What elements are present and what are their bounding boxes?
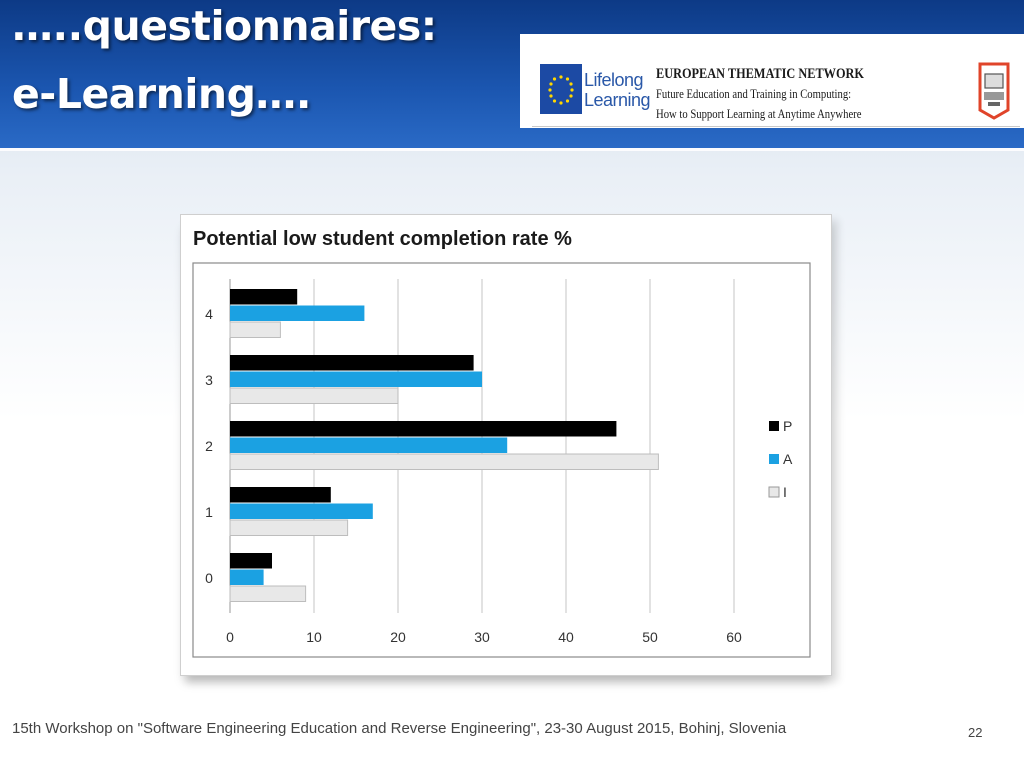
legend-label-P: P [783, 418, 792, 434]
network-tagline: How to Support Learning at Anytime Anywh… [656, 106, 862, 121]
bar-chart: Potential low student completion rate % … [192, 228, 811, 658]
x-tick-label: 20 [390, 629, 406, 645]
bar-I-1 [229, 519, 349, 536]
bar-I-3 [229, 387, 399, 404]
bar-P-3 [230, 355, 474, 371]
x-tick-label: 50 [642, 629, 658, 645]
chart-card: Potential low student completion rate % … [180, 214, 832, 676]
y-tick-label: 0 [205, 570, 213, 586]
lifelong-learning-logo: Lifelong Learning [584, 70, 651, 110]
network-title: EUROPEAN THEMATIC NETWORK [656, 66, 864, 82]
bar-P-1 [230, 487, 331, 503]
x-tick-label: 10 [306, 629, 322, 645]
computer-logo-icon [976, 60, 1012, 120]
bar-P-2 [230, 421, 617, 437]
page-number: 22 [968, 725, 983, 740]
axis-labels: 0 10 20 30 40 50 60 0 1 2 3 4 [205, 306, 742, 645]
footer-text: 15th Workshop on "Software Engineering E… [12, 720, 787, 737]
y-tick-label: 1 [205, 504, 213, 520]
header-divider [0, 148, 1024, 151]
x-tick-label: 0 [226, 629, 234, 645]
legend-label-I: I [783, 484, 787, 500]
bar-P-0 [230, 553, 272, 569]
x-tick-label: 30 [474, 629, 490, 645]
eu-flag-icon [540, 64, 582, 114]
network-subtitle: Future Education and Training in Computi… [656, 86, 852, 101]
legend-swatch-I [768, 486, 780, 498]
banner-underline [532, 126, 1020, 127]
legend-label-A: A [783, 451, 793, 467]
chart-title: Potential low student completion rate % [193, 228, 572, 250]
bar-A-3 [230, 371, 482, 387]
bars [229, 289, 659, 602]
y-tick-label: 4 [205, 306, 213, 322]
bar-P-4 [230, 289, 298, 305]
legend-swatch-P [769, 421, 779, 431]
bar-A-0 [230, 569, 264, 585]
bar-A-2 [230, 437, 508, 453]
y-tick-label: 2 [205, 438, 213, 454]
bar-A-4 [230, 305, 365, 321]
y-tick-label: 3 [205, 372, 213, 388]
bar-I-0 [229, 585, 307, 602]
bar-I-4 [229, 321, 281, 338]
x-tick-label: 60 [726, 629, 742, 645]
bar-I-2 [229, 453, 659, 470]
project-banner: Lifelong Learning EUROPEAN THEMATIC NETW… [520, 34, 1024, 128]
slide-title-line2: e-Learning…. [12, 70, 312, 118]
slide-title-line1: …..questionnaires: [12, 2, 437, 50]
network-description: EUROPEAN THEMATIC NETWORK Future Educati… [656, 64, 864, 124]
legend-swatch-A [769, 454, 779, 464]
legend: P A I [768, 418, 793, 500]
bar-A-1 [230, 503, 373, 519]
x-tick-label: 40 [558, 629, 574, 645]
